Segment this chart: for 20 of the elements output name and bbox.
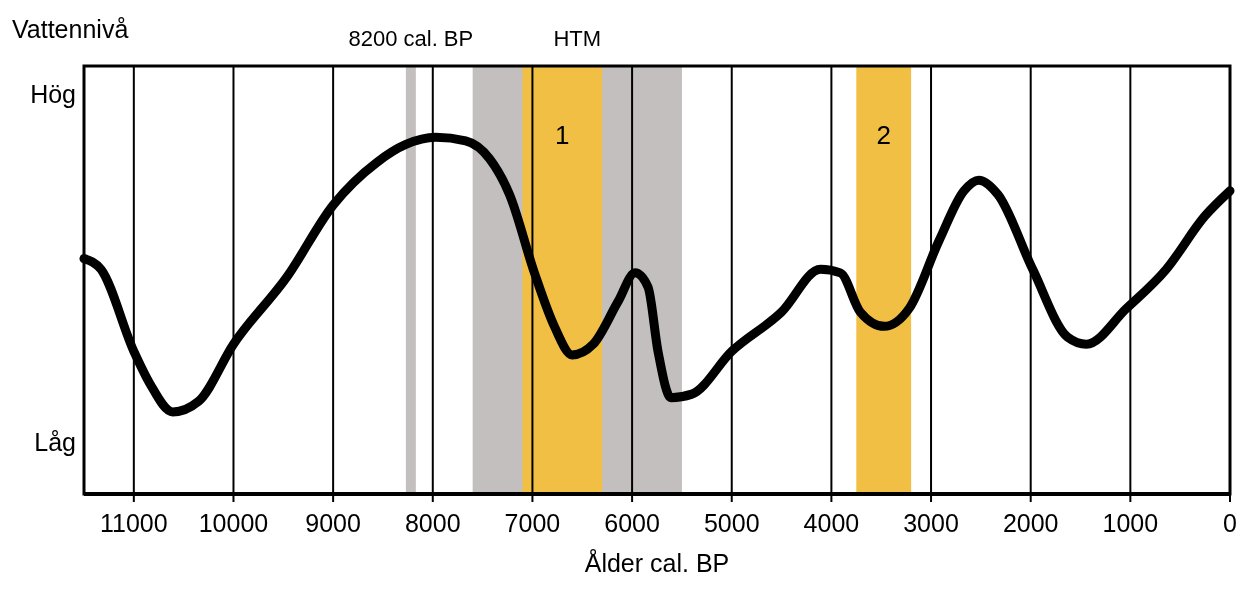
- band-label: 2: [876, 120, 891, 150]
- x-axis-title: Ålder cal. BP: [584, 548, 730, 577]
- x-tick-label: 2000: [1002, 509, 1059, 537]
- x-tick-label: 6000: [604, 509, 660, 537]
- x-tick-label: 9000: [305, 509, 361, 537]
- y-axis-title: Vattennivå: [12, 15, 129, 43]
- text: Hög: [30, 80, 76, 108]
- x-tick-label: 1000: [1102, 509, 1159, 537]
- x-tick-label: 0: [1223, 509, 1237, 537]
- x-tick-label: 10000: [198, 509, 269, 537]
- x-tick-label: 11000: [99, 509, 168, 537]
- x-tick-label: 3000: [903, 509, 959, 537]
- x-tick-label: 8000: [404, 509, 461, 537]
- band-label: 8200 cal. BP: [348, 26, 474, 51]
- x-tick-label: 7000: [504, 509, 561, 537]
- x-tick-label: 5000: [703, 509, 760, 537]
- text: Låg: [34, 428, 76, 456]
- band-label: 1: [555, 120, 570, 150]
- x-tick-label: 4000: [803, 509, 860, 537]
- band-label: HTM: [553, 26, 602, 51]
